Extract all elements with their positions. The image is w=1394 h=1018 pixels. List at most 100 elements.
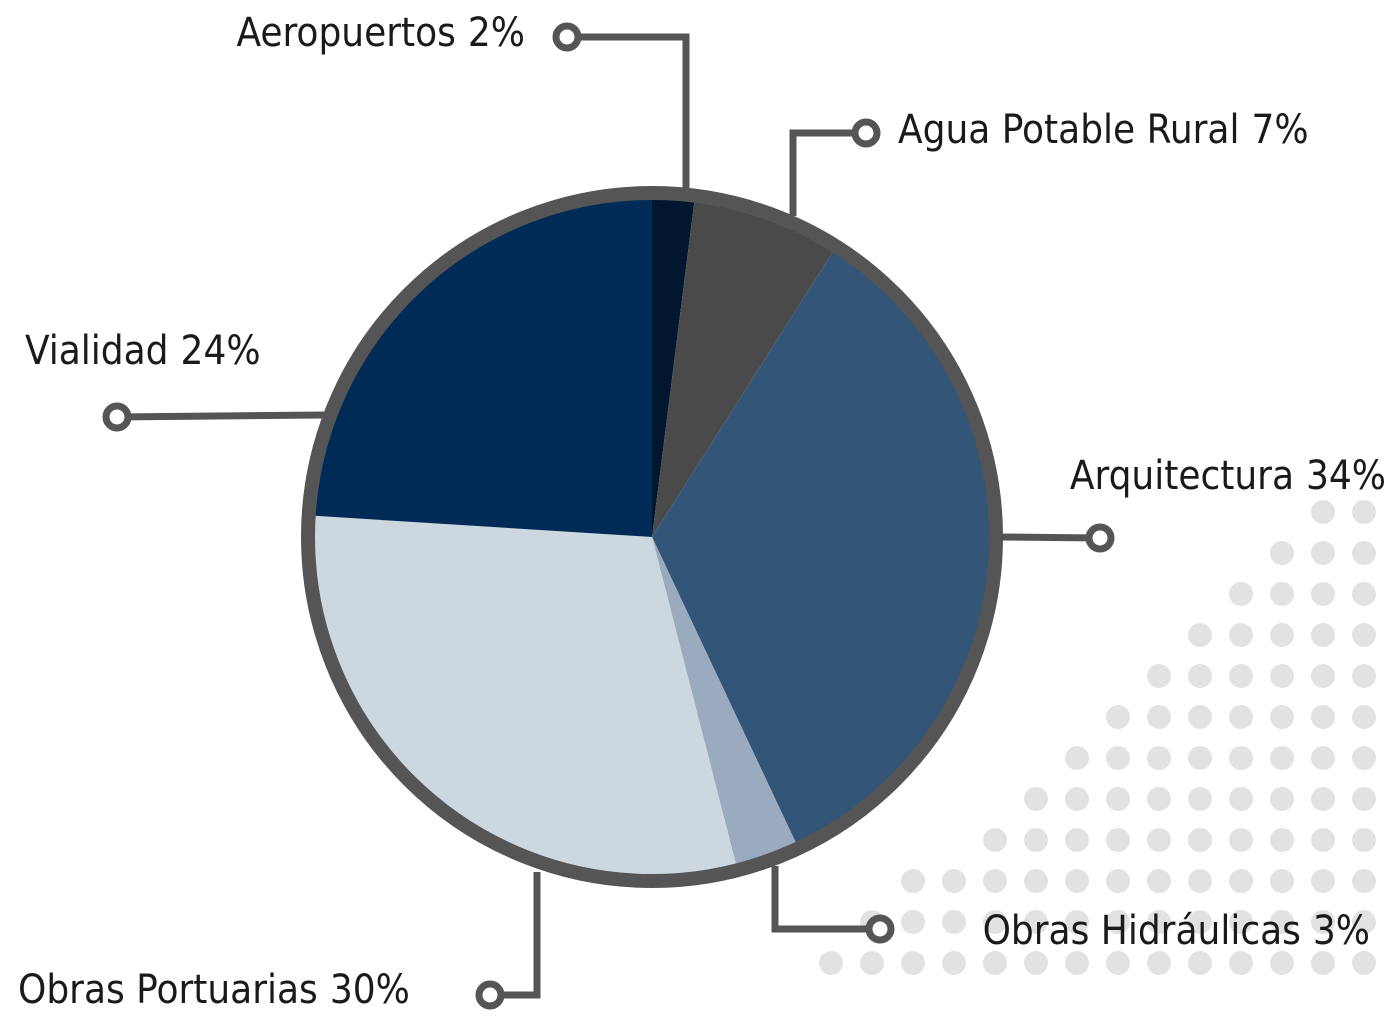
dot	[1106, 951, 1130, 975]
category-name: Vialidad	[25, 328, 169, 374]
dot	[1270, 951, 1294, 975]
dot	[1106, 787, 1130, 811]
leader	[997, 533, 1101, 542]
dot	[1311, 746, 1335, 770]
dot	[1065, 869, 1089, 893]
dot	[1270, 623, 1294, 647]
dot	[1270, 787, 1294, 811]
leader-knob	[865, 914, 895, 944]
dot	[1065, 910, 1089, 934]
dot	[1270, 664, 1294, 688]
dot	[1147, 951, 1171, 975]
dot	[1352, 500, 1376, 524]
dot	[1188, 623, 1212, 647]
dot	[901, 910, 925, 934]
dot	[1229, 787, 1253, 811]
slice-label: Obras Hidráulicas 3%	[983, 908, 1370, 954]
dot	[1065, 746, 1089, 770]
dot	[1229, 869, 1253, 893]
dot	[1229, 705, 1253, 729]
leader-knob	[1085, 523, 1115, 553]
dot	[1352, 623, 1376, 647]
leader-knob	[475, 980, 505, 1010]
leader-knob	[102, 402, 132, 432]
dot	[901, 951, 925, 975]
dot	[1106, 705, 1130, 729]
dot	[1106, 869, 1130, 893]
dot	[1311, 664, 1335, 688]
dot	[1147, 910, 1171, 934]
category-name: Arquitectura	[1070, 453, 1294, 499]
dot	[1024, 910, 1048, 934]
dot	[942, 869, 966, 893]
value-label: 34%	[1306, 453, 1386, 499]
category-name: Obras Portuarias	[18, 967, 318, 1013]
dot	[1270, 746, 1294, 770]
dot	[1188, 828, 1212, 852]
dot	[1229, 828, 1253, 852]
dot	[1311, 869, 1335, 893]
pie-slice	[652, 246, 996, 849]
dot	[1188, 664, 1212, 688]
leader-lines	[102, 22, 1115, 1010]
dot	[1229, 951, 1253, 975]
slice-label: Vialidad 24%	[25, 328, 261, 374]
leader	[789, 129, 866, 216]
slice-label: Aeropuertos 2%	[236, 10, 525, 56]
dot	[1311, 951, 1335, 975]
dot	[1352, 664, 1376, 688]
leader	[771, 866, 880, 933]
dot	[983, 910, 1007, 934]
dot	[1311, 828, 1335, 852]
category-name: Obras Hidráulicas	[983, 908, 1301, 954]
dot	[1188, 869, 1212, 893]
dot	[1188, 787, 1212, 811]
dot-pattern	[819, 500, 1376, 975]
leader	[567, 33, 690, 192]
dot	[983, 869, 1007, 893]
dot	[1352, 828, 1376, 852]
dot	[1229, 746, 1253, 770]
dot	[1270, 828, 1294, 852]
dot	[819, 951, 843, 975]
dot	[1147, 746, 1171, 770]
dot	[1352, 869, 1376, 893]
dot	[1229, 582, 1253, 606]
leader-knob	[851, 118, 881, 148]
pie-slice	[308, 515, 738, 882]
dot	[1024, 787, 1048, 811]
pie	[308, 193, 996, 882]
value-label: 30%	[330, 967, 410, 1013]
slice-label: Obras Portuarias 30%	[18, 967, 410, 1013]
dot	[1270, 910, 1294, 934]
dot	[942, 910, 966, 934]
pie-slice	[652, 193, 696, 537]
dot	[1065, 787, 1089, 811]
dot	[1024, 951, 1048, 975]
leader-knob	[552, 22, 582, 52]
dot	[1188, 705, 1212, 729]
dot	[1147, 869, 1171, 893]
dot	[1106, 828, 1130, 852]
dot	[1106, 746, 1130, 770]
dot	[1352, 787, 1376, 811]
dot	[942, 951, 966, 975]
leader	[490, 872, 541, 999]
dot	[1065, 951, 1089, 975]
dot	[983, 951, 1007, 975]
dot	[1024, 828, 1048, 852]
dot	[1188, 951, 1212, 975]
dot	[1229, 664, 1253, 688]
dot	[1352, 705, 1376, 729]
dot	[860, 951, 884, 975]
dot	[1352, 582, 1376, 606]
dot	[1147, 828, 1171, 852]
dot	[1311, 623, 1335, 647]
value-label: 24%	[181, 328, 261, 374]
category-name: Aeropuertos	[236, 10, 455, 56]
dot	[1352, 910, 1376, 934]
dot	[1270, 582, 1294, 606]
dot	[1147, 705, 1171, 729]
dot	[901, 869, 925, 893]
dot	[1352, 951, 1376, 975]
